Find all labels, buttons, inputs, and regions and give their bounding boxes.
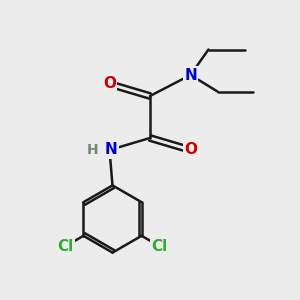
Text: O: O <box>103 76 116 92</box>
Text: Cl: Cl <box>152 239 168 254</box>
Text: H: H <box>87 143 99 157</box>
Text: Cl: Cl <box>57 239 73 254</box>
Text: N: N <box>184 68 197 82</box>
Text: N: N <box>105 142 117 158</box>
Text: O: O <box>184 142 197 158</box>
